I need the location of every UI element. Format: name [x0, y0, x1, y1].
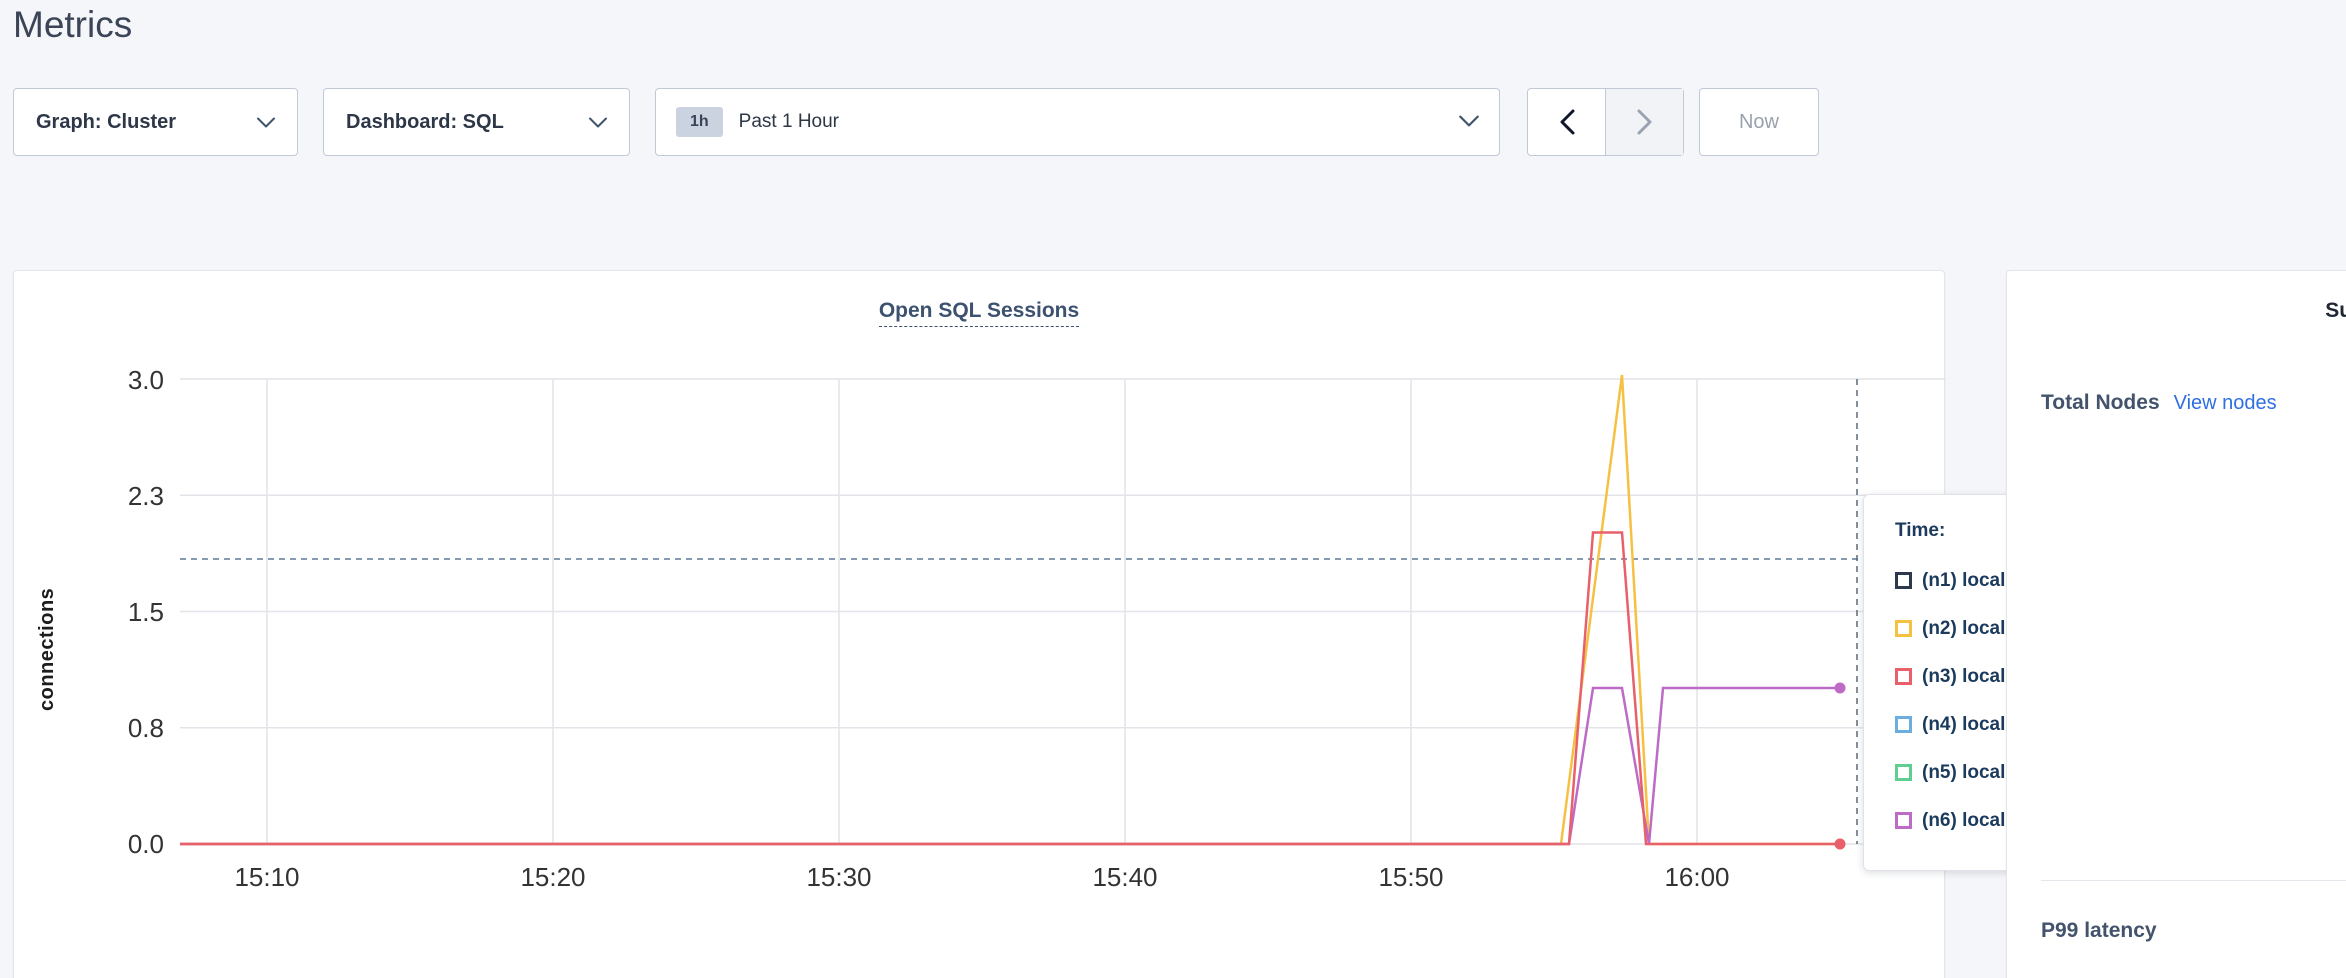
svg-text:15:10: 15:10 [234, 862, 299, 892]
svg-text:15:50: 15:50 [1378, 862, 1443, 892]
svg-text:0.0: 0.0 [128, 829, 164, 859]
svg-text:1.5: 1.5 [128, 597, 164, 627]
svg-text:2.3: 2.3 [128, 481, 164, 511]
svg-text:15:20: 15:20 [520, 862, 585, 892]
svg-text:3.0: 3.0 [128, 365, 164, 395]
svg-text:15:40: 15:40 [1092, 862, 1157, 892]
svg-text:16:00: 16:00 [1664, 862, 1729, 892]
svg-text:0.8: 0.8 [128, 713, 164, 743]
svg-text:15:30: 15:30 [806, 862, 871, 892]
